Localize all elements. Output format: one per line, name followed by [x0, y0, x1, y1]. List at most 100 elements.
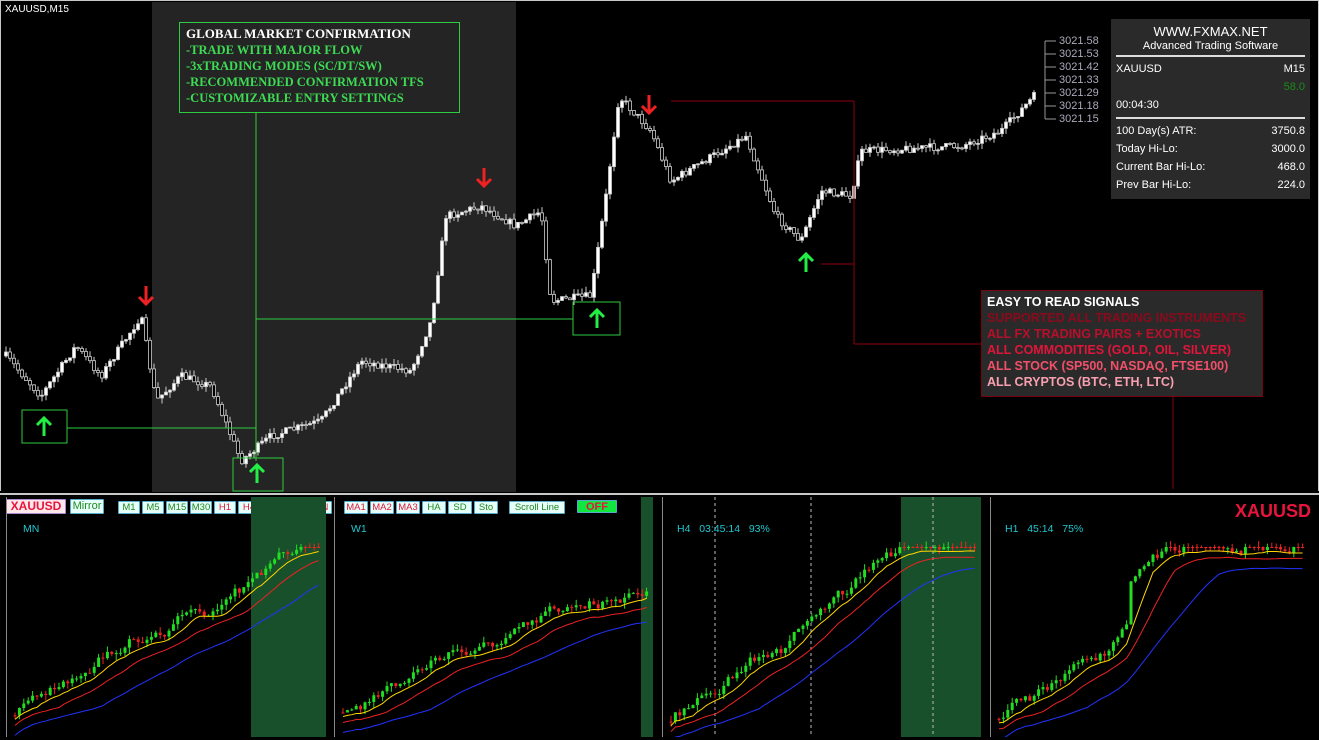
candle	[1252, 547, 1256, 548]
indicator-button-ha[interactable]: HA	[422, 501, 446, 514]
candle	[240, 453, 244, 465]
ma-mid-line	[670, 556, 975, 732]
candle	[560, 296, 564, 301]
candle	[902, 547, 906, 549]
candle	[932, 143, 936, 151]
candle	[856, 160, 860, 187]
timeframe-button-m15[interactable]: M15	[166, 501, 188, 514]
ma-mid-line	[342, 606, 647, 723]
candle	[1045, 687, 1049, 690]
indicator-button-ma1[interactable]: MA1	[344, 501, 368, 514]
candle	[988, 137, 992, 140]
candle	[858, 577, 862, 579]
candle	[48, 687, 52, 696]
timeframe-button-m5[interactable]: M5	[142, 501, 164, 514]
candle	[152, 368, 156, 388]
price-level-tag: 3021.42	[1059, 61, 1099, 73]
candle	[724, 148, 728, 154]
candle	[955, 547, 959, 548]
candle	[648, 128, 652, 131]
candle	[251, 578, 255, 583]
candle	[740, 138, 744, 141]
candle	[536, 212, 540, 216]
candle	[513, 628, 517, 635]
candle	[823, 608, 827, 610]
symbol-button[interactable]: XAUUSD	[6, 499, 66, 514]
panel-timer: 45:14	[1027, 523, 1054, 535]
candle	[202, 611, 206, 617]
toggle-button[interactable]: OFF	[577, 500, 617, 513]
candle	[748, 135, 752, 150]
candle	[884, 146, 888, 152]
indicator-button-ma2[interactable]: MA2	[370, 501, 394, 514]
candle	[149, 636, 153, 640]
global-box-line: -CUSTOMIZABLE ENTRY SETTINGS	[186, 91, 404, 105]
candle	[255, 572, 259, 579]
candle	[1032, 695, 1036, 701]
price-chart[interactable]	[1, 1, 1319, 492]
timeframe-button-h1[interactable]: H1	[214, 501, 236, 514]
candle	[572, 293, 576, 301]
candle	[492, 210, 496, 217]
candle	[184, 372, 188, 380]
timeframe-panel-h4[interactable]: H4 03:45:14 93%	[662, 497, 988, 737]
candle	[480, 205, 484, 211]
mirror-button[interactable]: Mirror	[70, 499, 104, 514]
candle	[992, 132, 996, 139]
candle	[277, 552, 281, 560]
timeframe-button-m30[interactable]: M30	[190, 501, 212, 514]
candle	[576, 293, 580, 296]
candle	[960, 147, 964, 150]
candle	[104, 366, 108, 379]
scroll-line-button[interactable]: Scroll Line	[509, 501, 565, 514]
candle	[119, 652, 123, 654]
symbol-label: XAUUSD	[1234, 501, 1311, 521]
candle	[1020, 107, 1024, 117]
candle	[1072, 664, 1076, 671]
stat-value: 3750.8	[1271, 125, 1305, 137]
candle	[544, 220, 548, 261]
info-spread: 58.0	[1283, 81, 1305, 93]
candle	[964, 547, 968, 548]
timeframe-button-m1[interactable]: M1	[118, 501, 140, 514]
candle	[145, 639, 149, 643]
candle	[22, 703, 26, 709]
stat-row: 100 Day(s) ATR: 3750.8	[1116, 122, 1305, 140]
candle	[929, 547, 933, 548]
indicator-button-ma3[interactable]: MA3	[396, 501, 420, 514]
candle	[61, 681, 65, 688]
timeframe-panel-w1[interactable]: W1	[334, 497, 660, 737]
site-subtitle: Advanced Trading Software	[1142, 40, 1279, 52]
candle	[75, 678, 79, 680]
candle	[588, 292, 592, 298]
candle	[508, 218, 512, 225]
main-chart[interactable]: XAUUSD,M15 GLOBAL MARKET CONFIRMATION -T…	[0, 0, 1319, 492]
indicator-button-sto[interactable]: Sto	[474, 501, 498, 514]
candle	[469, 653, 473, 655]
candle	[1270, 547, 1274, 548]
candle	[908, 145, 912, 153]
stat-label: Prev Bar Hi-Lo:	[1116, 179, 1192, 191]
candle	[448, 211, 452, 219]
candle	[127, 639, 131, 648]
candle	[188, 375, 192, 380]
candle	[788, 227, 792, 230]
candle	[712, 152, 716, 155]
candle	[872, 146, 876, 149]
timeframe-panel-h1[interactable]: H1 45:14 75%	[990, 497, 1316, 737]
candle	[246, 582, 250, 588]
candle	[814, 615, 818, 617]
candle	[1147, 562, 1151, 567]
timeframe-panel-mn[interactable]: MN	[6, 497, 332, 737]
indicator-button-sd[interactable]: SD	[448, 501, 472, 514]
candle	[477, 646, 481, 651]
candle	[88, 672, 92, 674]
candle	[420, 346, 424, 357]
candle	[748, 657, 752, 666]
candle	[368, 362, 372, 367]
candle	[959, 547, 963, 548]
candle	[376, 695, 380, 697]
buy-arrow-icon	[797, 251, 815, 272]
candle	[900, 149, 904, 154]
candle	[16, 363, 20, 371]
